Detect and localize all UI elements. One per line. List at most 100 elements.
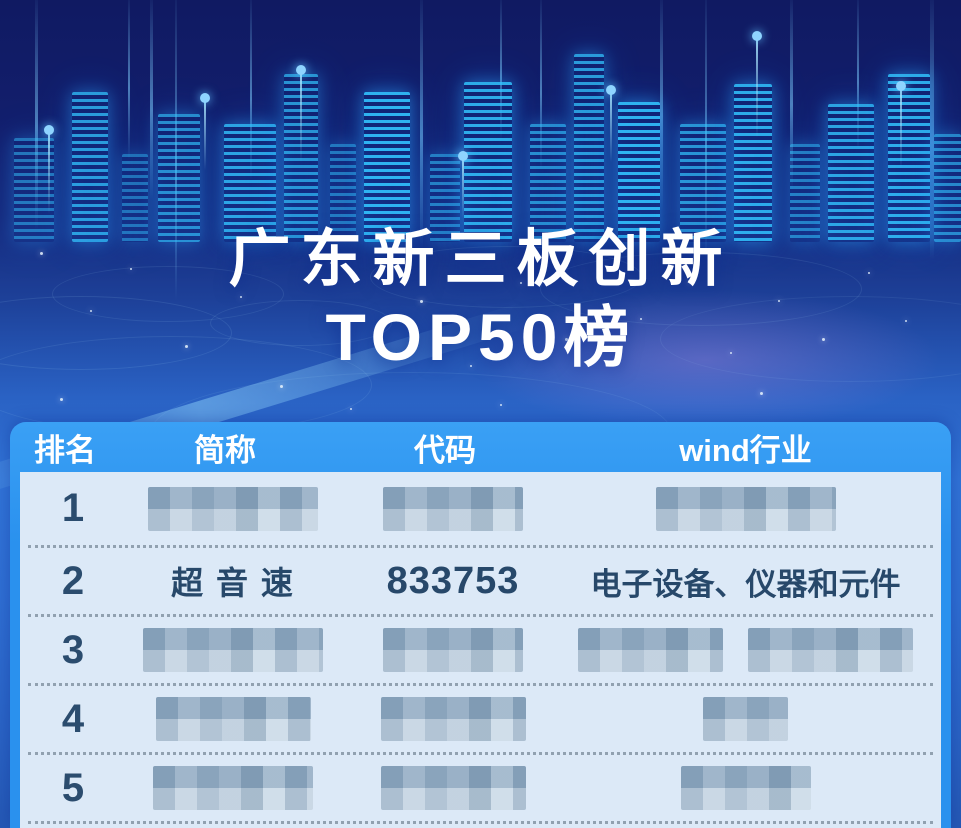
sparkle [280, 385, 283, 388]
sparkle [420, 300, 423, 303]
sparkle [240, 296, 242, 298]
building [364, 92, 410, 242]
header-code: 代码 [414, 432, 476, 468]
sparkle [90, 310, 92, 312]
censored-name [148, 486, 318, 531]
page-title: 广东新三板创新 TOP50榜 [0, 220, 961, 374]
table-body: 1 2 超 音 速 833753 电子设备、仪器和元件 3 [20, 472, 941, 828]
light-beam [500, 0, 502, 140]
building [828, 104, 874, 242]
rank-value: 1 [61, 486, 85, 530]
sparkle [760, 392, 763, 395]
sparkle [60, 398, 63, 401]
building [734, 84, 772, 242]
building [574, 54, 604, 242]
industry-cell [558, 486, 933, 531]
name-cell [118, 486, 348, 531]
street-light [752, 31, 762, 138]
street-light [44, 125, 54, 214]
censored-code [380, 697, 526, 741]
building [14, 138, 54, 242]
building [430, 154, 460, 242]
industry-cell [558, 697, 933, 741]
sparkle [130, 268, 132, 270]
censored-code [383, 628, 523, 672]
light-beam [857, 0, 859, 150]
table-header-row: 排名 简称 代码 wind行业 [20, 422, 941, 472]
light-beam [128, 0, 130, 160]
building [934, 134, 961, 242]
light-beam [420, 0, 423, 250]
sparkle [185, 345, 188, 348]
censored-industry [680, 766, 811, 810]
sparkle [330, 262, 332, 264]
censored-name [153, 766, 313, 810]
sparkle [778, 300, 780, 302]
street-light [200, 93, 210, 170]
ripple [210, 300, 392, 346]
building [888, 74, 930, 242]
building [122, 154, 148, 242]
sparkle [730, 352, 732, 354]
table-row: 5 [28, 755, 933, 824]
censored-code [380, 766, 526, 810]
rank-value: 2 [61, 558, 85, 603]
light-beam [930, 0, 934, 260]
building [680, 124, 726, 242]
industry-value: 电子设备、仪器和元件 [590, 566, 901, 602]
light-beam [250, 0, 252, 180]
code-cell [348, 628, 558, 672]
header-rank: 排名 [34, 432, 96, 468]
sparkle [470, 365, 472, 367]
table-row: 2 超 音 速 833753 电子设备、仪器和元件 [28, 548, 933, 617]
sparkle [905, 320, 907, 322]
rank-value: 4 [61, 696, 85, 741]
sparkle [868, 272, 870, 274]
name-cell [118, 628, 348, 672]
rank-value: 3 [61, 627, 85, 672]
code-cell [348, 766, 558, 810]
name-value: 超 音 速 [171, 565, 295, 601]
rank-value: 5 [61, 765, 85, 810]
ripple [52, 266, 284, 322]
building [158, 114, 200, 242]
censored-industry [655, 486, 836, 531]
sparkle [688, 280, 691, 283]
sparkle [520, 282, 522, 284]
light-beam [660, 0, 663, 210]
sparkle [350, 408, 352, 410]
street-light [458, 151, 468, 218]
sparkle [375, 330, 377, 332]
building [224, 124, 276, 242]
ranking-table: 排名 简称 代码 wind行业 1 2 超 音 速 833 [10, 422, 951, 828]
building [72, 92, 108, 242]
table-row: 4 [28, 686, 933, 755]
censored-name [143, 628, 323, 672]
table-row: 3 [28, 617, 933, 686]
building [330, 144, 356, 242]
street-light [896, 81, 906, 168]
censored-industry [703, 697, 788, 741]
building [530, 124, 566, 242]
sparkle [40, 252, 43, 255]
table-row: 1 [28, 472, 933, 548]
censored-industry [748, 628, 913, 672]
light-beam [540, 0, 542, 170]
title-line-1: 广东新三板创新 [228, 225, 733, 294]
code-cell [348, 486, 558, 531]
sparkle [500, 404, 502, 406]
header-name: 简称 [194, 432, 256, 468]
code-cell [348, 697, 558, 741]
industry-cell [558, 766, 933, 810]
building [464, 82, 512, 242]
building [618, 102, 660, 242]
title-line-2: TOP50榜 [325, 300, 636, 374]
name-cell [118, 697, 348, 741]
building [790, 144, 820, 242]
name-cell [118, 766, 348, 810]
sparkle [822, 338, 825, 341]
censored-industry [578, 628, 723, 672]
code-value: 833753 [386, 559, 520, 602]
censored-name [155, 697, 311, 741]
